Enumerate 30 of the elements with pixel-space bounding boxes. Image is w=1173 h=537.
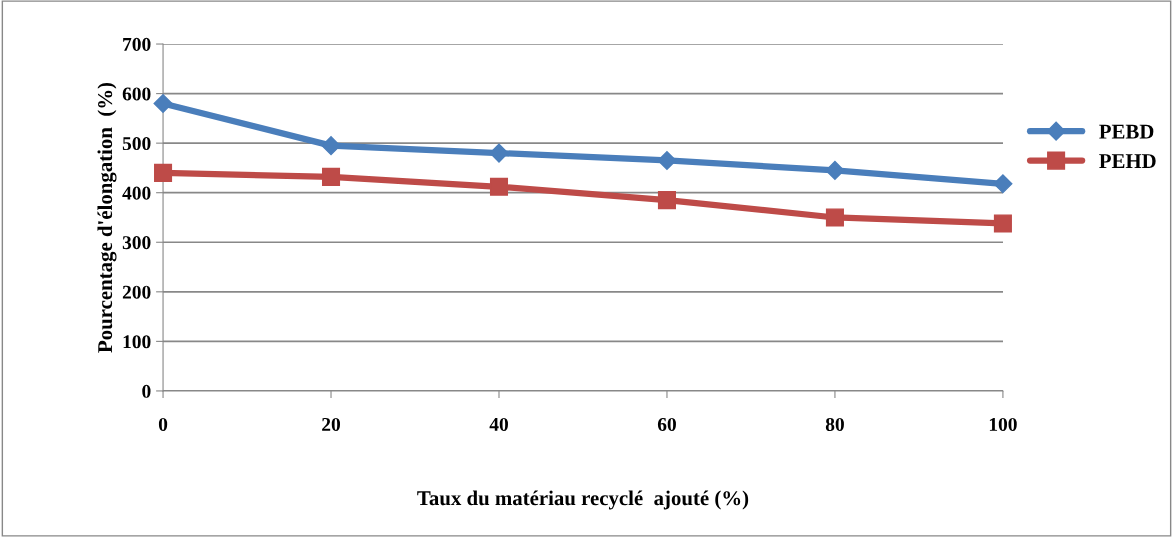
legend-label: PEHD [1099, 154, 1156, 168]
point [825, 208, 844, 227]
point [657, 150, 677, 171]
point [657, 191, 676, 210]
point [489, 143, 509, 163]
x-tick-label: 20 [322, 417, 340, 432]
x-tick-label: 40 [489, 417, 508, 432]
y-tick-label: 100 [123, 335, 151, 349]
legend-label: PEBD [1099, 124, 1154, 139]
x-tick-label: 0 [158, 417, 168, 432]
point [825, 160, 845, 180]
x-tick-label: 80 [825, 417, 844, 432]
point [321, 136, 341, 156]
x-tick-label: 100 [989, 417, 1017, 432]
x-axis-title: Taux du matériau recyclé ajouté (%) [417, 490, 749, 510]
y-tick-label: 0 [142, 384, 151, 398]
point [321, 167, 341, 186]
y-tick-label: 400 [122, 186, 151, 200]
y-tick-label: 600 [122, 87, 151, 101]
point [489, 177, 509, 196]
x-tick-label: 60 [657, 417, 676, 432]
y-tick-label: 300 [122, 236, 151, 250]
y-axis-title: Pourcentage d'élongation (%) [97, 82, 117, 353]
y-tick-label: 700 [123, 37, 151, 51]
point [153, 93, 173, 114]
y-tick-label: 200 [122, 285, 151, 299]
point [993, 174, 1013, 194]
y-tick-label: 500 [122, 136, 151, 151]
point [993, 214, 1012, 233]
point [154, 163, 173, 182]
